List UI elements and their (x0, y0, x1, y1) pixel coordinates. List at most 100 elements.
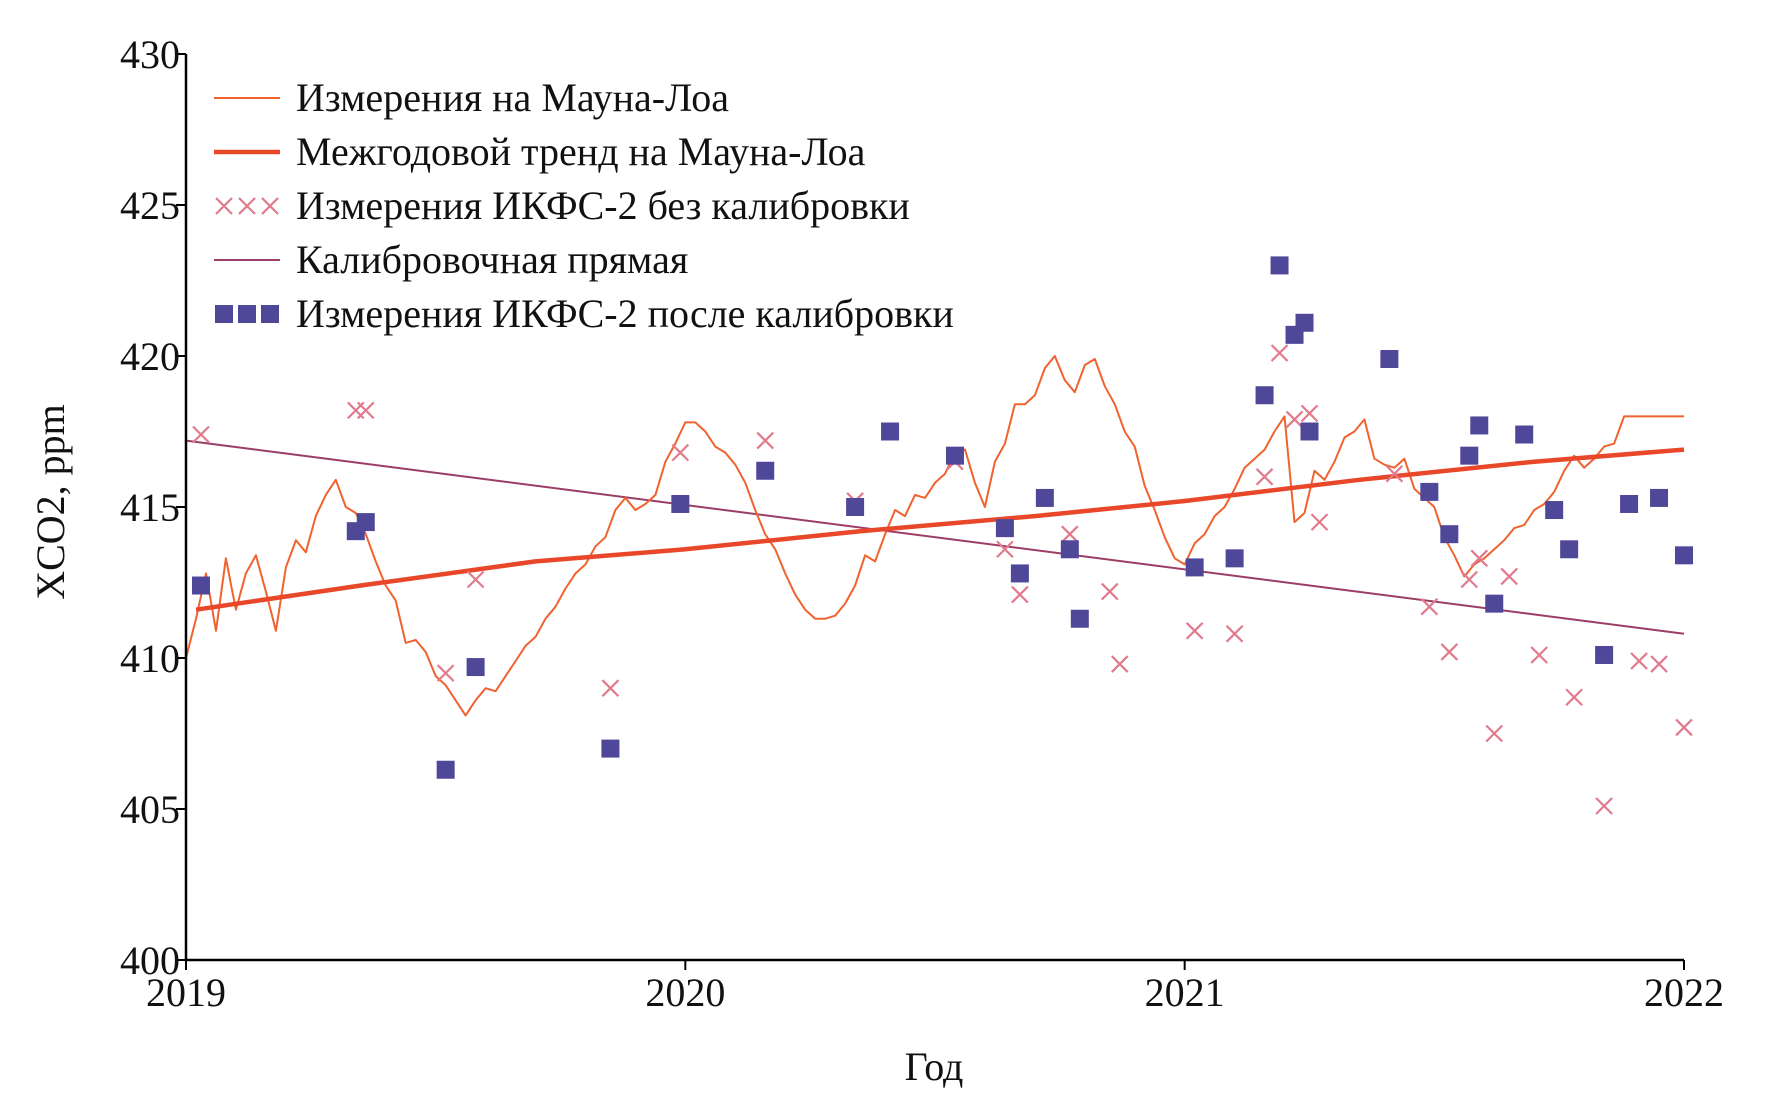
series-line-0 (185, 355, 1684, 717)
legend-square-swatch (238, 305, 256, 323)
cross-marker (1100, 582, 1119, 601)
cross-marker (996, 540, 1014, 559)
square-marker (1420, 482, 1439, 501)
square-marker (881, 422, 900, 441)
square-marker (1460, 446, 1479, 465)
legend-item: Измерения на Мауна-Лоа (214, 75, 729, 120)
cross-marker (1385, 465, 1404, 483)
x-tick-label: 2021 (1145, 970, 1225, 1015)
cross-marker (1310, 513, 1329, 531)
series-line-1 (195, 447, 1685, 612)
square-marker (1545, 501, 1564, 520)
square-marker (1185, 558, 1204, 577)
legend-cross-swatch (215, 197, 233, 215)
square-marker (1270, 256, 1289, 275)
square-marker (1010, 564, 1029, 583)
cross-marker (1500, 567, 1519, 586)
y-tick-label: 400 (120, 938, 180, 983)
square-marker (1380, 350, 1399, 369)
square-marker (1300, 422, 1319, 441)
square-marker (1225, 549, 1244, 568)
cross-marker (1420, 597, 1439, 616)
x-tick-label: 2022 (1644, 970, 1724, 1015)
square-marker (756, 461, 775, 480)
square-marker (1060, 540, 1079, 559)
square-marker (356, 513, 375, 532)
x-tick-label: 2019 (146, 970, 226, 1015)
cross-marker (1270, 344, 1289, 362)
cross-marker (1460, 570, 1479, 589)
y-tick-label: 420 (120, 334, 180, 379)
square-marker (1675, 546, 1693, 565)
square-marker (191, 576, 210, 595)
square-marker (1515, 425, 1534, 444)
legend-cross-swatch (238, 197, 256, 215)
cross-marker (1485, 724, 1504, 743)
cross-marker (436, 664, 455, 682)
square-marker (846, 498, 865, 516)
legend-label: Межгодовой тренд на Мауна-Лоа (296, 129, 866, 174)
cross-marker (1470, 549, 1489, 568)
square-marker (601, 739, 620, 758)
square-marker (995, 519, 1014, 538)
legend-item: Измерения ИКФС-2 без калибровки (215, 183, 910, 228)
legend-label: Измерения ИКФС-2 без калибровки (296, 183, 910, 228)
square-marker (466, 658, 485, 677)
cross-marker (671, 443, 690, 462)
y-tick-label: 405 (120, 787, 180, 832)
square-marker (945, 446, 964, 465)
cross-marker (1255, 468, 1274, 486)
square-marker (1035, 488, 1054, 507)
square-marker (1560, 540, 1579, 559)
square-marker (1295, 313, 1314, 332)
legend-item: Межгодовой тренд на Мауна-Лоа (214, 129, 866, 174)
legend-label: Измерения на Мауна-Лоа (296, 75, 729, 120)
square-marker (436, 760, 455, 779)
square-marker (1485, 594, 1504, 613)
y-tick-label: 425 (120, 183, 180, 228)
cross-marker (466, 570, 485, 589)
cross-marker (1675, 718, 1693, 737)
square-marker (1595, 645, 1614, 664)
square-marker (1470, 416, 1489, 435)
y-tick-label: 430 (120, 32, 180, 77)
square-marker (1070, 609, 1089, 628)
cross-marker (1530, 646, 1548, 664)
legend-square-swatch (261, 305, 279, 323)
square-marker (1650, 488, 1669, 507)
square-marker (671, 494, 690, 513)
legend-item: Калибровочная прямая (214, 237, 688, 282)
cross-marker (356, 401, 375, 420)
legend-label: Калибровочная прямая (296, 237, 688, 282)
legend-item: Измерения ИКФС-2 после калибровки (215, 291, 954, 336)
cross-marker (1565, 688, 1583, 707)
y-axis-title: XCO2, ppm (28, 404, 73, 600)
cross-marker (1440, 643, 1459, 661)
legend: Измерения на Мауна-Лоа Межгодовой тренд н… (214, 75, 954, 336)
cross-marker (1110, 655, 1129, 673)
square-marker (1620, 494, 1639, 513)
legend-square-swatch (215, 305, 233, 323)
legend-label: Измерения ИКФС-2 после калибровки (296, 291, 954, 336)
axes: 400 405 410 415 420 425 430 2019 2020 2021 2022 (120, 32, 1724, 1015)
cross-marker (1225, 625, 1244, 643)
x-tick-label: 2020 (645, 970, 725, 1015)
cross-marker (1650, 655, 1668, 673)
x-axis-title: Год (905, 1044, 964, 1089)
cross-marker (1061, 525, 1079, 543)
square-marker (1255, 386, 1274, 405)
cross-marker (1011, 585, 1029, 604)
square-marker (1440, 525, 1459, 544)
cross-marker (192, 425, 210, 444)
cross-marker (1630, 652, 1648, 670)
cross-marker (1595, 797, 1613, 815)
cross-marker (1185, 622, 1204, 640)
y-tick-label: 410 (120, 636, 180, 681)
cross-marker (1300, 404, 1319, 423)
legend-cross-swatch (261, 197, 279, 215)
cross-marker (601, 679, 620, 697)
y-tick-label: 415 (120, 485, 180, 530)
plot-area (185, 256, 1693, 815)
cross-marker (756, 431, 775, 450)
